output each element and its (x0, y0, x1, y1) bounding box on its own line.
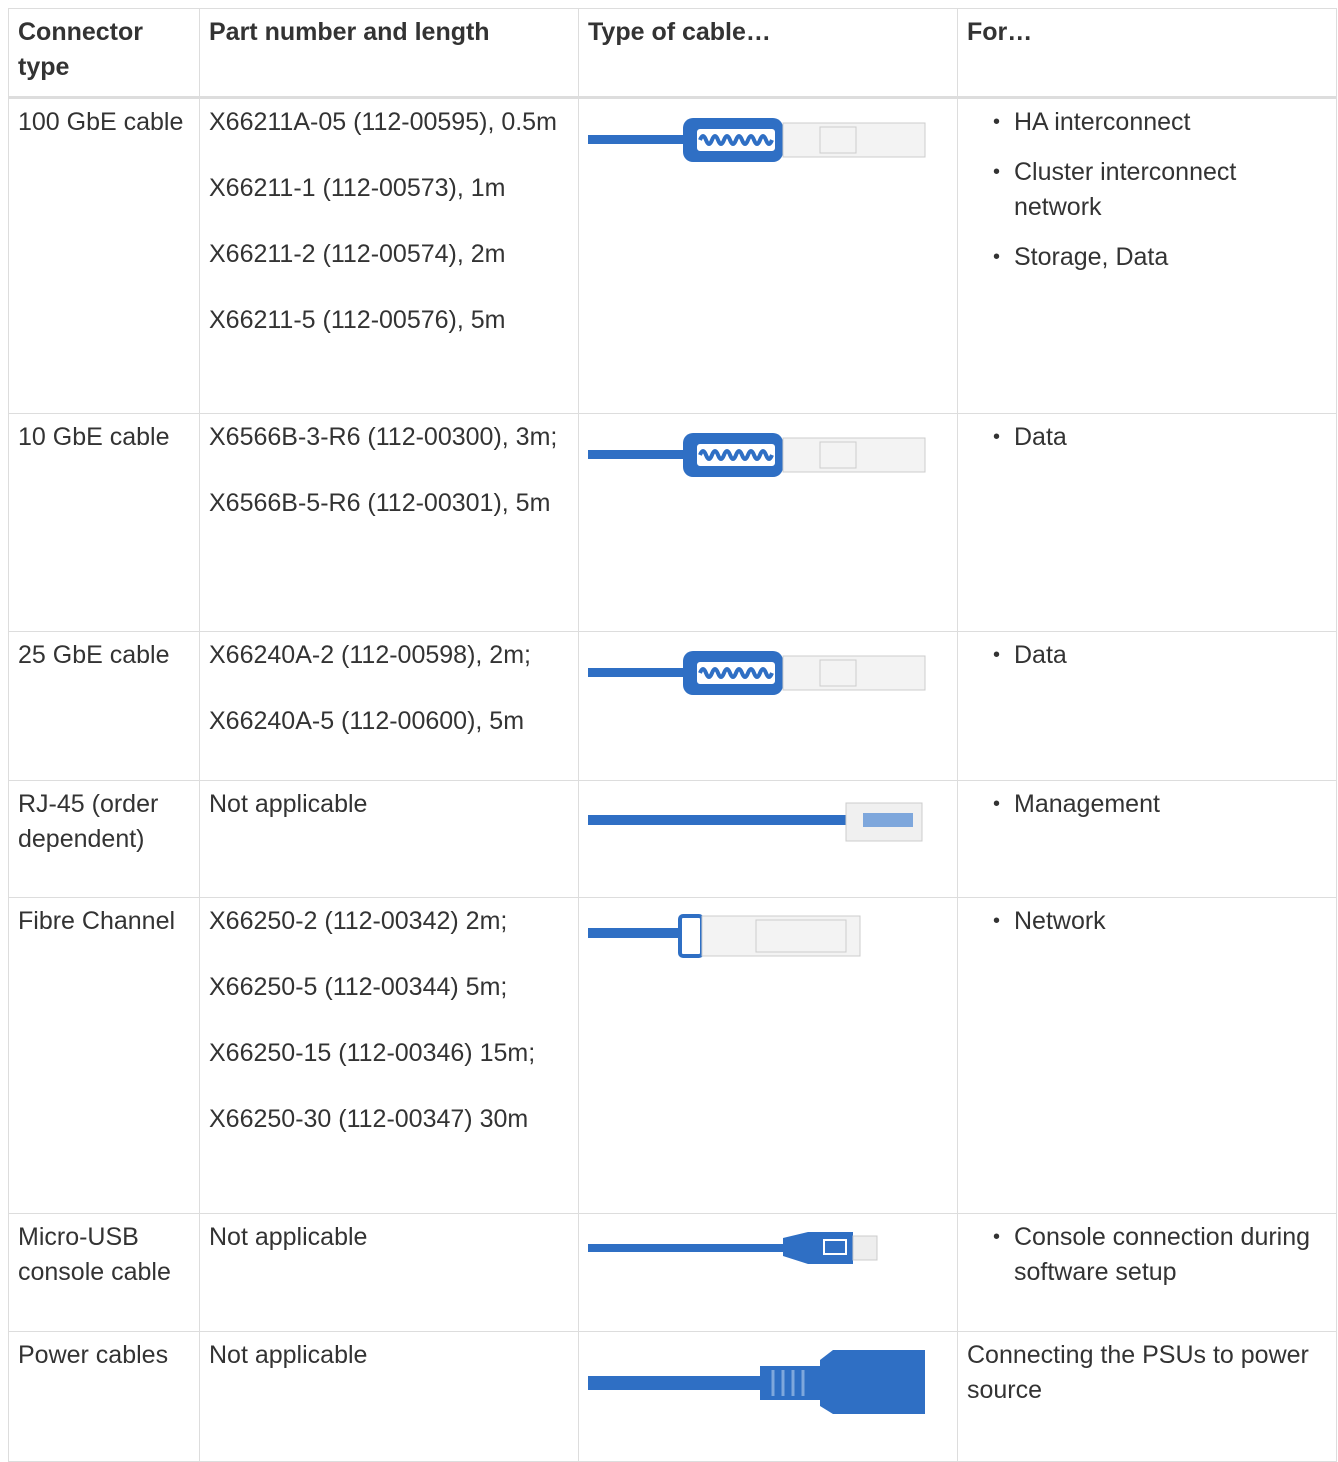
use-item: Console connection during software setup (993, 1220, 1327, 1290)
use-list: HA interconnect Cluster interconnect netw… (967, 105, 1327, 275)
uses: Data (957, 631, 1337, 781)
header-row: Connector type Part number and length Type… (8, 8, 1337, 99)
uses: HA interconnect Cluster interconnect netw… (957, 97, 1337, 414)
use-item: HA interconnect (993, 105, 1327, 140)
use-list: Network (967, 904, 1327, 939)
part-number: X66250-2 (112-00342) 2m; (209, 907, 508, 935)
part-number: X66250-15 (112-00346) 15m; (209, 1039, 536, 1067)
table-row: Micro-USB console cable Not applicable Co… (8, 1213, 1337, 1332)
cable-image-cell (578, 413, 958, 632)
connector-type: RJ-45 (order dependent) (8, 780, 200, 898)
part-number: X66250-5 (112-00344) 5m; (209, 973, 508, 1001)
part-number: Not applicable (209, 1223, 368, 1251)
part-numbers: X66240A-2 (112-00598), 2m; X66240A-5 (112… (199, 631, 579, 781)
part-number: Not applicable (209, 1341, 368, 1369)
cable-image-cell (578, 897, 958, 1214)
cable-image-cell (578, 631, 958, 781)
part-number: X6566B-5-R6 (112-00301), 5m (209, 489, 551, 517)
connector-type: 10 GbE cable (8, 413, 200, 632)
cable-image-cell (578, 780, 958, 898)
use-item: Data (993, 638, 1327, 673)
part-number: X6566B-3-R6 (112-00300), 3m; (209, 423, 558, 451)
part-numbers: Not applicable (199, 1331, 579, 1462)
cable-table: Connector type Part number and length Type… (8, 8, 1337, 1462)
part-number: X66240A-5 (112-00600), 5m (209, 707, 525, 735)
use-item: Data (993, 420, 1327, 455)
part-numbers: Not applicable (199, 1213, 579, 1332)
connector-type: 25 GbE cable (8, 631, 200, 781)
cable-image (588, 433, 926, 477)
cable-image (588, 802, 923, 842)
part-numbers: X66211A-05 (112-00595), 0.5m X66211-1 (11… (199, 97, 579, 414)
part-number: Not applicable (209, 790, 368, 818)
header-cell: Connector type (8, 8, 200, 99)
cable-image (588, 1232, 878, 1264)
connector-type: Fibre Channel (8, 897, 200, 1214)
part-number: X66250-30 (112-00347) 30m (209, 1105, 529, 1133)
cable-image (588, 118, 926, 162)
cable-image (588, 1350, 925, 1414)
header-cell: Type of cable… (578, 8, 958, 99)
part-number: X66211A-05 (112-00595), 0.5m (209, 108, 557, 136)
uses: Connecting the PSUs to power source (957, 1331, 1337, 1462)
connector-type: 100 GbE cable (8, 97, 200, 414)
uses: Data (957, 413, 1337, 632)
use-list: Management (967, 787, 1327, 822)
table-row: RJ-45 (order dependent) Not applicable Ma… (8, 780, 1337, 898)
cable-image-cell (578, 1331, 958, 1462)
part-numbers: Not applicable (199, 780, 579, 898)
uses: Management (957, 780, 1337, 898)
use-list: Data (967, 420, 1327, 455)
cable-image-cell (578, 1213, 958, 1332)
table-row: Fibre Channel X66250-2 (112-00342) 2m; X66… (8, 897, 1337, 1214)
use-item: Cluster interconnect network (993, 155, 1327, 225)
cable-image-cell (578, 97, 958, 414)
use-list: Data (967, 638, 1327, 673)
use-description: Connecting the PSUs to power source (967, 1341, 1309, 1404)
uses: Console connection during software setup (957, 1213, 1337, 1332)
uses: Network (957, 897, 1337, 1214)
part-number: X66211-5 (112-00576), 5m (209, 306, 506, 334)
header-cell: For… (957, 8, 1337, 99)
connector-type: Power cables (8, 1331, 200, 1462)
use-item: Management (993, 787, 1327, 822)
part-numbers: X6566B-3-R6 (112-00300), 3m; X6566B-5-R6 … (199, 413, 579, 632)
connector-type: Micro-USB console cable (8, 1213, 200, 1332)
cable-image (588, 651, 926, 695)
part-number: X66211-1 (112-00573), 1m (209, 174, 506, 202)
cable-image (588, 914, 861, 958)
table-row: 10 GbE cable X6566B-3-R6 (112-00300), 3m;… (8, 413, 1337, 632)
part-number: X66240A-2 (112-00598), 2m; (209, 641, 531, 669)
use-item: Network (993, 904, 1327, 939)
table-body: 100 GbE cable X66211A-05 (112-00595), 0.5… (8, 97, 1337, 1462)
table-row: 25 GbE cable X66240A-2 (112-00598), 2m; X6… (8, 631, 1337, 781)
header-cell: Part number and length (199, 8, 579, 99)
part-numbers: X66250-2 (112-00342) 2m; X66250-5 (112-00… (199, 897, 579, 1214)
use-item: Storage, Data (993, 240, 1327, 275)
table-row: Power cables Not applicable Connecting th… (8, 1331, 1337, 1462)
use-list: Console connection during software setup (967, 1220, 1327, 1290)
part-number: X66211-2 (112-00574), 2m (209, 240, 506, 268)
table-row: 100 GbE cable X66211A-05 (112-00595), 0.5… (8, 97, 1337, 414)
